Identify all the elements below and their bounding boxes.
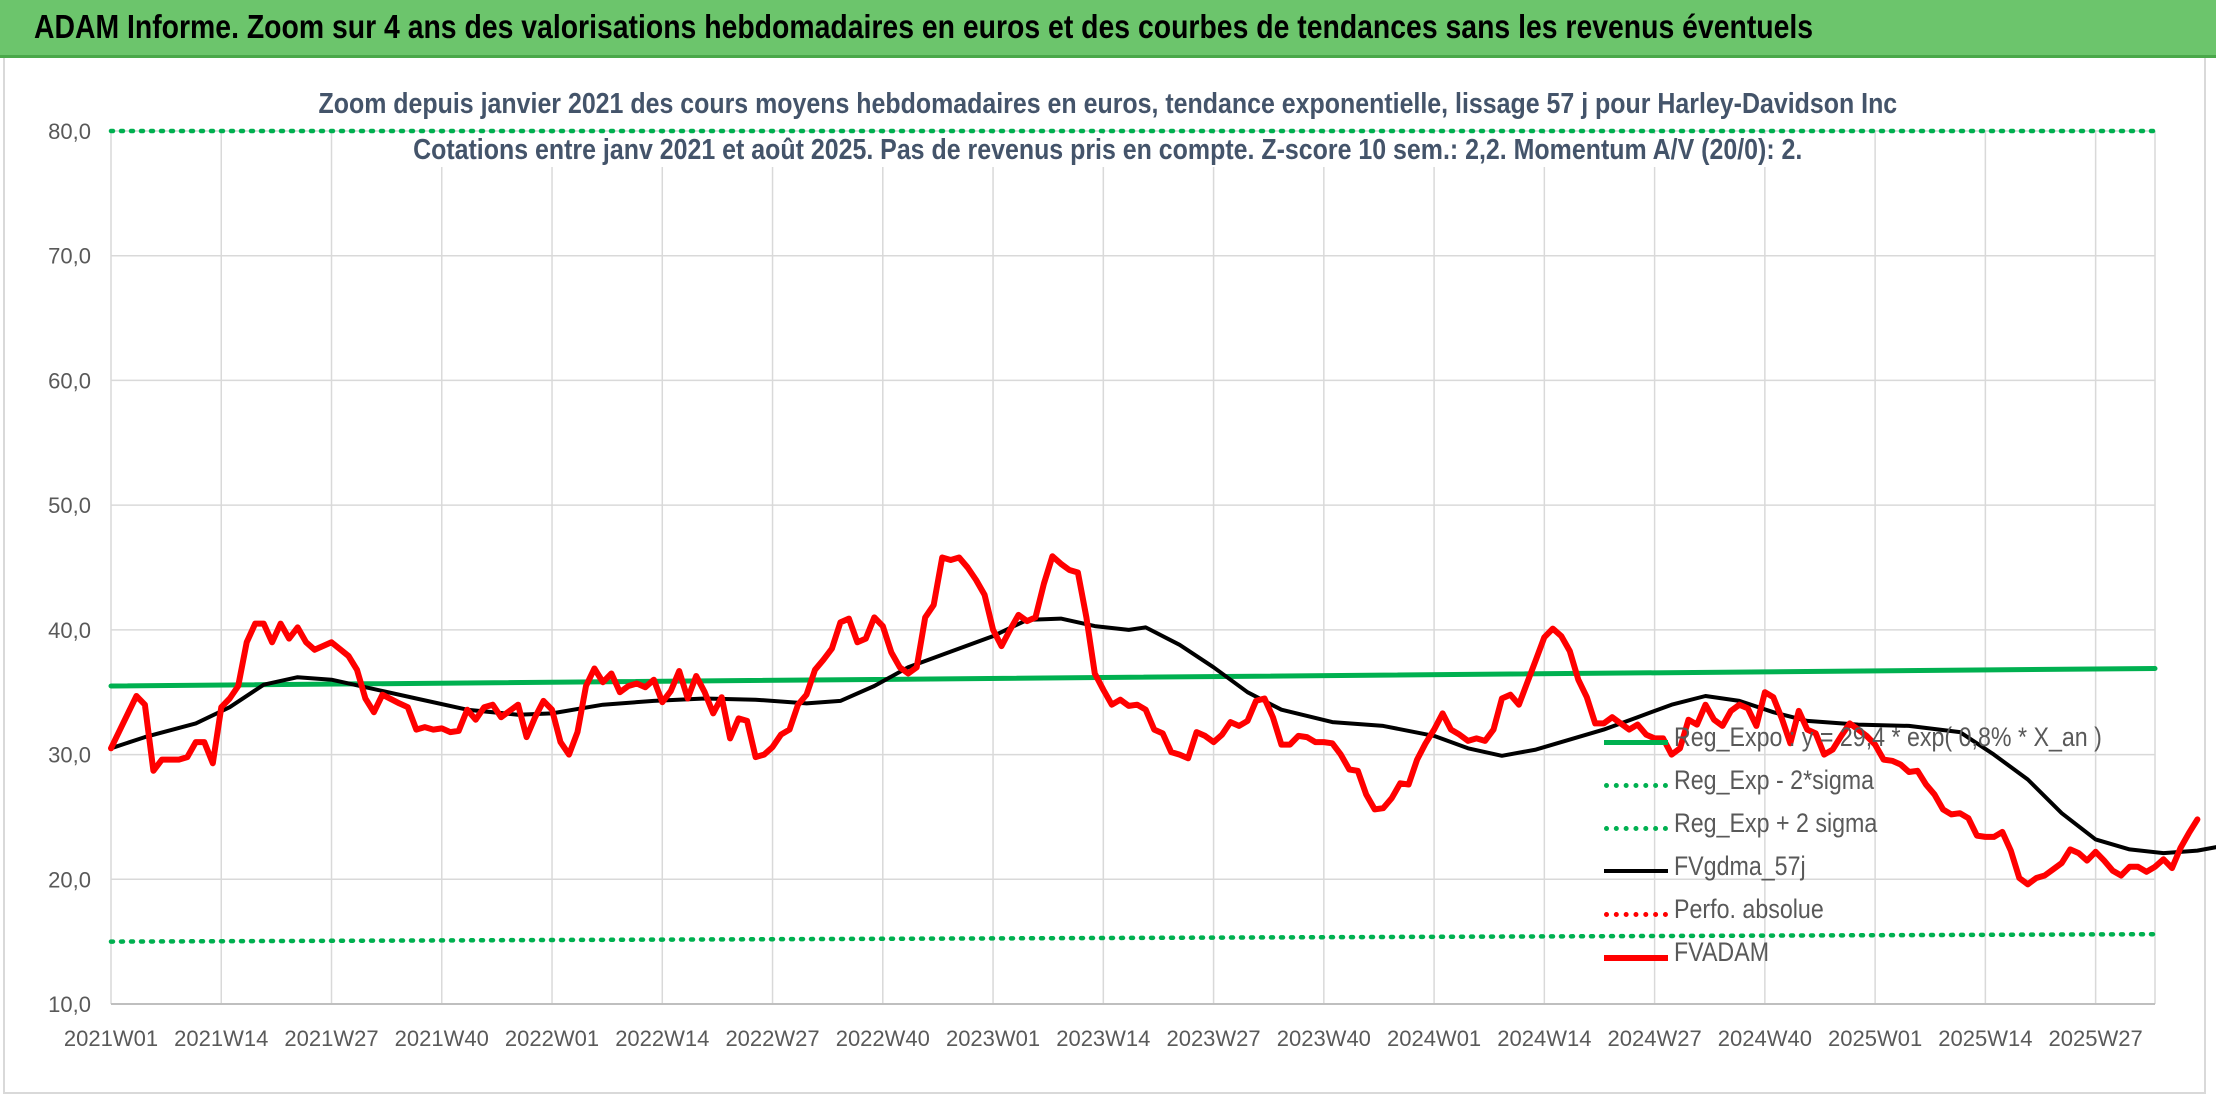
chart-series <box>108 128 2216 944</box>
legend-item: Reg_Expo : y = 29,4 * exp( 0,8% * X_an ) <box>1602 720 2162 760</box>
report-title: ADAM Informe. Zoom sur 4 ans des valoris… <box>34 8 1814 45</box>
x-tick-label: 2021W14 <box>174 1026 268 1051</box>
x-tick-label: 2022W14 <box>615 1026 709 1051</box>
x-tick-label: 2022W01 <box>505 1026 599 1051</box>
y-tick-label: 10,0 <box>48 992 91 1017</box>
legend-label: FVgdma_57j <box>1674 851 1806 881</box>
legend-item: FVgdma_57j <box>1602 849 2162 889</box>
legend-label: Perfo. absolue <box>1674 894 1824 924</box>
x-tick-label: 2025W01 <box>1828 1026 1922 1051</box>
x-tick-label: 2023W01 <box>946 1026 1040 1051</box>
chart-subtitle-text: Cotations entre janv 2021 et août 2025. … <box>408 134 1808 167</box>
legend-label: FVADAM <box>1674 937 1770 967</box>
y-tick-label: 40,0 <box>48 618 91 643</box>
chart-title-text: Zoom depuis janvier 2021 des cours moyen… <box>313 88 1903 121</box>
legend-swatch <box>1604 955 1668 961</box>
y-tick-label: 60,0 <box>48 368 91 393</box>
legend-label: Reg_Exp - 2*sigma <box>1674 765 1875 795</box>
legend-label: Reg_Expo : y = 29,4 * exp( 0,8% * X_an ) <box>1674 722 2102 752</box>
x-tick-label: 2023W27 <box>1166 1026 1260 1051</box>
x-tick-label: 2021W01 <box>64 1026 158 1051</box>
legend-swatch <box>1604 740 1668 745</box>
y-tick-label: 50,0 <box>48 493 91 518</box>
chart-title: Zoom depuis janvier 2021 des cours moyen… <box>0 88 2216 121</box>
legend-swatch <box>1604 912 1668 917</box>
x-tick-label: 2025W27 <box>2049 1026 2143 1051</box>
series-line-fvadam <box>108 553 2201 888</box>
legend-label: Reg_Exp + 2 sigma <box>1674 808 1878 838</box>
chart-subtitle: Cotations entre janv 2021 et août 2025. … <box>0 134 2216 167</box>
chart-frame <box>3 58 2206 1094</box>
x-tick-label: 2024W01 <box>1387 1026 1481 1051</box>
series-line-reg-expo-y-29-4-exp-0-8-x-an <box>108 666 2158 689</box>
x-tick-label: 2022W40 <box>836 1026 930 1051</box>
x-tick-label: 2021W27 <box>284 1026 378 1051</box>
legend-swatch <box>1604 783 1668 788</box>
x-tick-label: 2023W14 <box>1056 1026 1150 1051</box>
legend-swatch <box>1604 869 1668 873</box>
y-tick-label: 70,0 <box>48 244 91 269</box>
x-tick-label: 2021W40 <box>395 1026 489 1051</box>
y-tick-label: 80,0 <box>48 119 91 144</box>
x-tick-label: 2024W27 <box>1608 1026 1702 1051</box>
legend-item: FVADAM <box>1602 935 2162 975</box>
x-tick-label: 2024W40 <box>1718 1026 1812 1051</box>
x-tick-label: 2024W14 <box>1497 1026 1591 1051</box>
chart-axes: 10,0 20,0 30,0 40,0 50,0 60,0 70,0 80,0 2021W01 2… <box>48 119 2155 1051</box>
series-line-reg-exp-2-sigma <box>108 931 2158 944</box>
report-banner: ADAM Informe. Zoom sur 4 ans des valoris… <box>0 0 2216 58</box>
x-tick-label: 2023W40 <box>1277 1026 1371 1051</box>
legend-item: Perfo. absolue <box>1602 892 2162 932</box>
legend-item: Reg_Exp + 2 sigma <box>1602 806 2162 846</box>
y-tick-label: 30,0 <box>48 743 91 768</box>
y-tick-label: 20,0 <box>48 867 91 892</box>
legend-swatch <box>1604 826 1668 831</box>
legend-item: Reg_Exp - 2*sigma <box>1602 763 2162 803</box>
x-tick-label: 2025W14 <box>1938 1026 2032 1051</box>
x-tick-label: 2022W27 <box>725 1026 819 1051</box>
chart-gridlines <box>110 130 2156 1005</box>
